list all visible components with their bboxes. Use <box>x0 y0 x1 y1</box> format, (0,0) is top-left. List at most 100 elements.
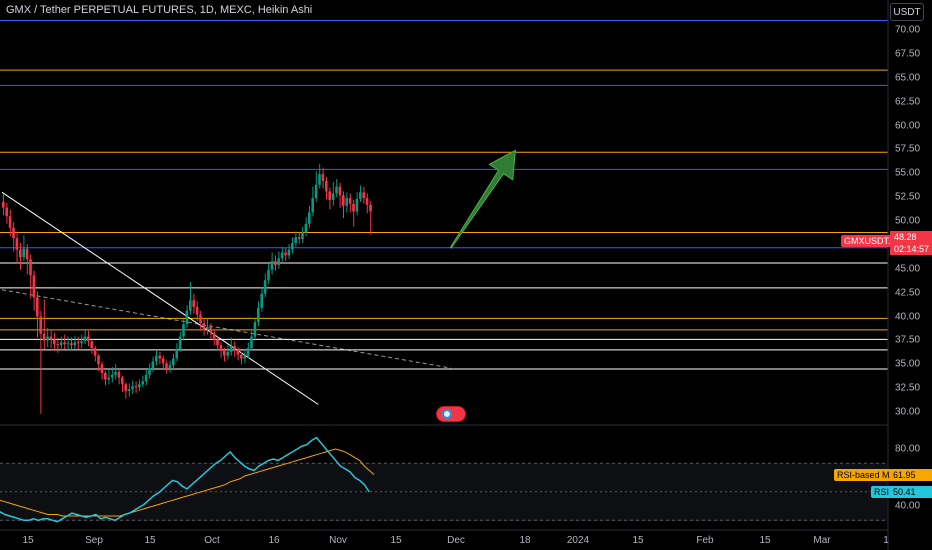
candle-body <box>32 275 36 298</box>
candle-body <box>202 323 206 329</box>
candle-body <box>274 261 277 265</box>
candle-body <box>110 374 114 378</box>
candle-body <box>328 191 331 200</box>
candle-body <box>104 372 107 380</box>
rsi-pane <box>0 436 888 523</box>
candle-body <box>39 316 42 334</box>
candle-body <box>209 327 212 333</box>
candle-body <box>182 324 185 337</box>
candle-body <box>80 341 83 344</box>
candle-body <box>362 192 365 199</box>
candle-body <box>107 377 110 380</box>
candle-body <box>277 258 280 265</box>
rsi-label: RSI <box>871 486 893 498</box>
last-price-value: 48.28 <box>894 232 917 242</box>
candle-body <box>260 293 263 308</box>
rsi-ma-line <box>0 448 375 517</box>
candle-body <box>97 355 100 365</box>
candle-body <box>348 198 352 204</box>
candle-body <box>355 199 359 212</box>
up-arrow-icon <box>449 149 516 249</box>
price-tick-label: 35.00 <box>895 358 921 370</box>
candle-body <box>19 249 22 258</box>
candle-body <box>297 237 301 240</box>
candle-body <box>178 336 182 349</box>
candle-body <box>114 371 117 375</box>
rsi-value: 50.41 <box>890 486 932 498</box>
candle-body <box>294 237 297 243</box>
candle-body <box>321 174 325 181</box>
candle-body <box>155 355 158 362</box>
price-tick-label: 32.50 <box>895 382 921 394</box>
candle-body <box>219 345 223 351</box>
price-tick-label: 42.50 <box>895 287 921 299</box>
candle-body <box>161 358 165 364</box>
candle-body <box>301 232 304 240</box>
candle-body <box>49 336 53 340</box>
price-tick-label: 70.00 <box>895 24 921 36</box>
candle-body <box>127 389 131 391</box>
candle-body <box>246 348 250 356</box>
candle-body <box>212 332 216 340</box>
candle-body <box>172 358 175 366</box>
candle-body <box>175 348 178 359</box>
candle-body <box>192 300 195 307</box>
candle-body <box>158 355 161 359</box>
candle-body <box>63 342 66 345</box>
candle-body <box>314 184 318 199</box>
time-tick-label: Mar <box>813 535 831 546</box>
rsi-ma-value: 61.95 <box>890 469 932 481</box>
time-tick-label: 16 <box>268 535 280 546</box>
candle-body <box>233 346 236 350</box>
events-flag-icon[interactable] <box>437 407 465 421</box>
candle-body <box>189 300 192 311</box>
candle-body <box>25 248 29 260</box>
price-tick-label: 67.50 <box>895 48 921 60</box>
candle-body <box>5 207 8 217</box>
candle-body <box>331 193 335 200</box>
candle-body <box>185 310 189 325</box>
time-tick-label: 1 <box>883 535 889 546</box>
candle-body <box>138 384 141 388</box>
candle-body <box>165 363 168 369</box>
candle-body <box>46 336 49 341</box>
candle-body <box>216 339 219 346</box>
last-price-label: 48.28 02:14:57 <box>890 231 932 255</box>
price-tick-label: 60.00 <box>895 120 921 131</box>
candle-body <box>59 342 63 346</box>
currency-button[interactable]: USDT <box>890 3 924 21</box>
candle-body <box>263 280 267 294</box>
horizontal-levels <box>0 19 888 370</box>
time-tick-label: 2024 <box>566 535 590 546</box>
candle-body <box>42 333 46 341</box>
chart-title: GMX / Tether PERPETUAL FUTURES, 1D, MEXC… <box>6 4 313 16</box>
candle-body <box>345 198 348 206</box>
candle-body <box>29 259 32 276</box>
candle-body <box>117 371 121 378</box>
candle-body <box>229 346 233 352</box>
candle-body <box>151 361 155 369</box>
time-tick-label: 15 <box>759 535 771 546</box>
candle-body <box>270 261 274 270</box>
candle-body <box>93 348 97 356</box>
candle-body <box>318 174 321 185</box>
price-tick-label: 37.50 <box>895 334 921 346</box>
annotation-arrow <box>449 149 516 249</box>
candle-body <box>291 242 294 250</box>
candle-body <box>287 249 291 256</box>
time-tick-label: Sep <box>85 535 103 546</box>
candle-body <box>90 341 93 349</box>
time-tick-label: 15 <box>390 535 402 546</box>
candle-body <box>342 195 345 206</box>
price-tick-label: 50.00 <box>895 215 921 227</box>
candle-body <box>335 186 338 194</box>
time-tick-label: Nov <box>329 535 347 546</box>
candle-body <box>369 204 372 212</box>
price-tick-label: 57.50 <box>895 143 921 155</box>
price-tick-label: 52.50 <box>895 191 921 203</box>
trendline <box>1 191 319 405</box>
rsi-ma-label: RSI-based MA <box>834 469 899 481</box>
candle-body <box>308 212 311 224</box>
